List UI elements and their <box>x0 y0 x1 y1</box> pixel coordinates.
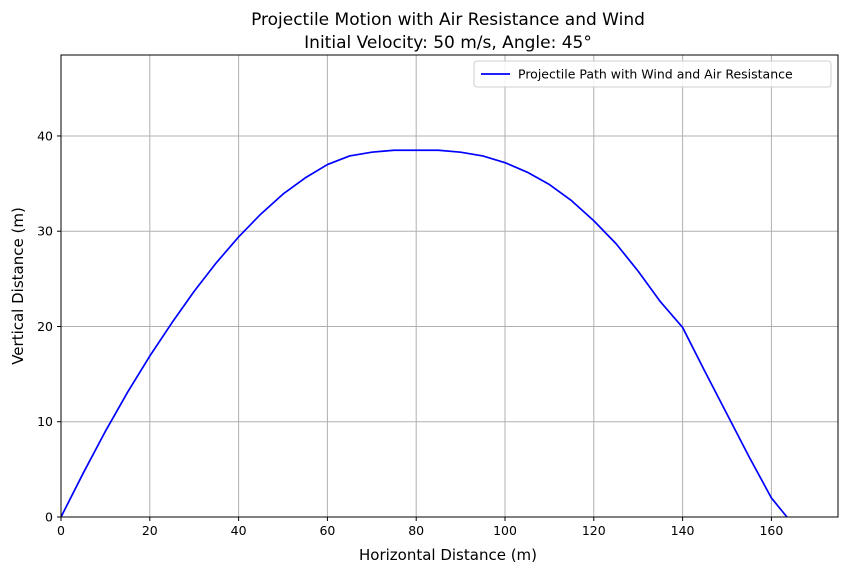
x-axis-ticks: 0 20 40 60 80 100 120 140 160 <box>57 517 783 538</box>
chart-title: Projectile Motion with Air Resistance an… <box>251 10 645 30</box>
y-tick-label: 10 <box>37 414 53 429</box>
y-axis-label: Vertical Distance (m) <box>9 207 27 365</box>
x-tick-label: 80 <box>408 523 424 538</box>
series-layer <box>60 149 788 518</box>
y-tick-label: 30 <box>37 224 53 239</box>
y-tick-label: 0 <box>45 510 53 525</box>
x-tick-label: 0 <box>57 523 65 538</box>
x-axis-label: Horizontal Distance (m) <box>359 546 537 564</box>
axes-frame <box>60 54 839 518</box>
legend-label: Projectile Path with Wind and Air Resist… <box>518 67 793 82</box>
y-axis-ticks: 0 10 20 30 40 <box>37 128 61 525</box>
x-tick-label: 120 <box>582 523 606 538</box>
series-line <box>60 149 788 518</box>
legend: Projectile Path with Wind and Air Resist… <box>473 60 832 88</box>
legend-box <box>473 60 832 88</box>
x-tick-label: 160 <box>759 523 783 538</box>
x-tick-label: 20 <box>142 523 158 538</box>
y-tick-label: 40 <box>37 128 53 143</box>
x-tick-label: 100 <box>493 523 517 538</box>
chart-subtitle: Initial Velocity: 50 m/s, Angle: 45° <box>304 33 592 53</box>
y-tick-label: 20 <box>37 319 53 334</box>
x-tick-label: 40 <box>231 523 247 538</box>
x-tick-label: 140 <box>671 523 695 538</box>
x-tick-label: 60 <box>319 523 335 538</box>
